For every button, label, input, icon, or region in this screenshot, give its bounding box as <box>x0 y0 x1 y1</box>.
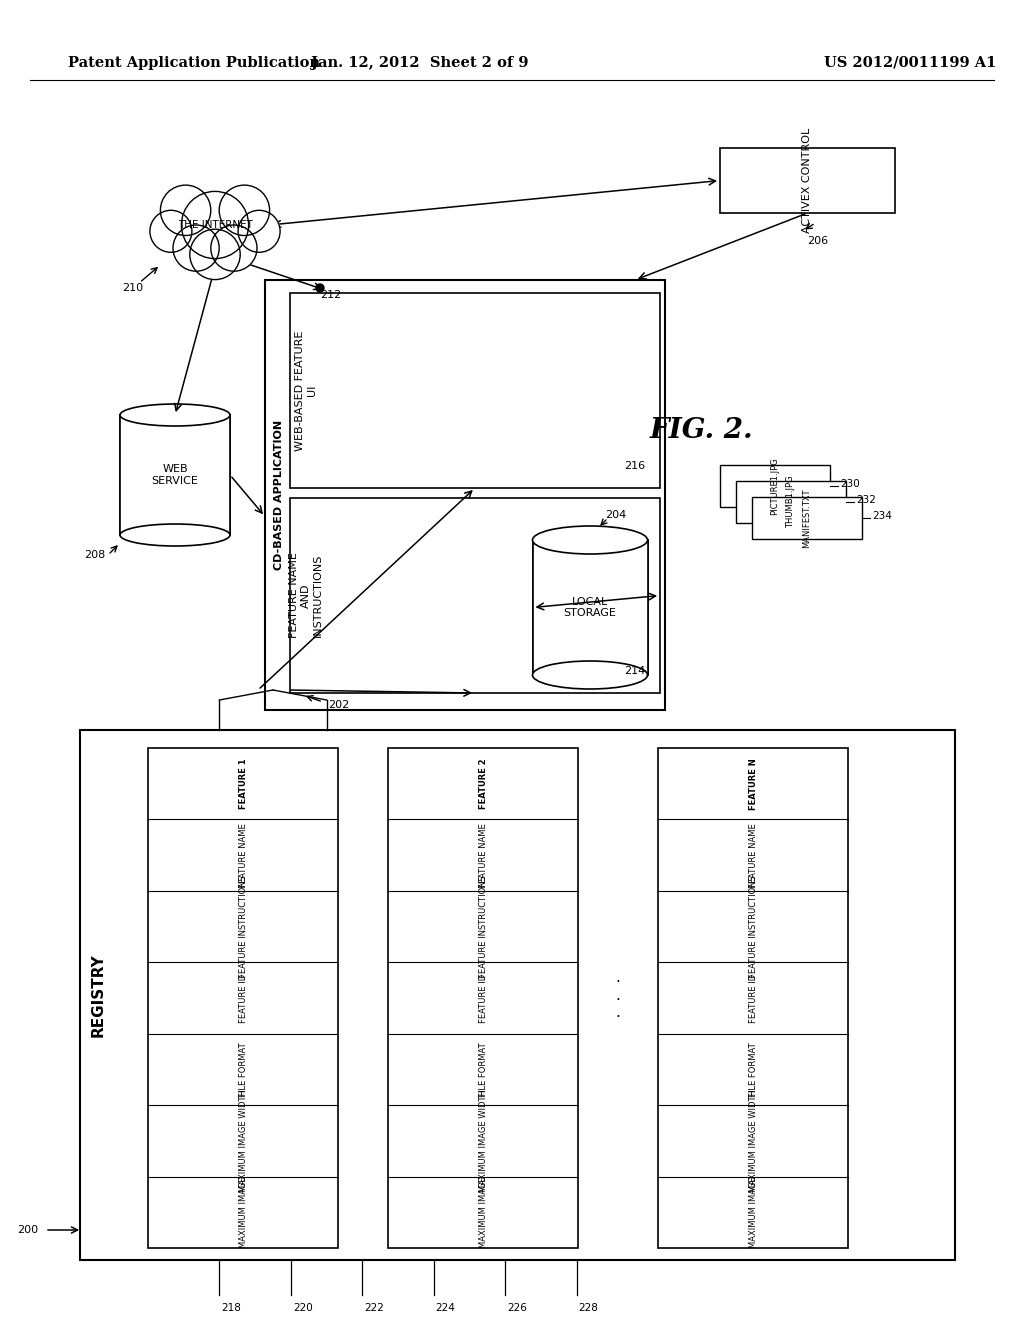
Text: FEATURE 2: FEATURE 2 <box>478 759 487 809</box>
Text: FEATURE NAME
AND
INSTRUCTIONS: FEATURE NAME AND INSTRUCTIONS <box>290 553 323 639</box>
Text: FEATURE ID: FEATURE ID <box>239 973 248 1023</box>
Text: FEATURE NAME: FEATURE NAME <box>749 822 758 887</box>
Bar <box>736 480 846 523</box>
Text: WEB
SERVICE: WEB SERVICE <box>152 465 199 486</box>
Text: FEATURE INSTRUCTIONS: FEATURE INSTRUCTIONS <box>749 875 758 978</box>
Bar <box>720 465 830 507</box>
Text: FILE FORMAT: FILE FORMAT <box>239 1041 248 1097</box>
Text: 210: 210 <box>123 282 143 293</box>
Text: MAXIMUM IMAGE: MAXIMUM IMAGE <box>239 1176 248 1249</box>
Circle shape <box>189 230 241 280</box>
Text: 224: 224 <box>436 1303 456 1313</box>
Ellipse shape <box>120 404 230 426</box>
Bar <box>290 293 660 488</box>
Circle shape <box>211 224 257 271</box>
Text: 206: 206 <box>807 236 828 246</box>
Bar <box>532 540 647 675</box>
Text: THUMB1.JPG: THUMB1.JPG <box>786 475 796 528</box>
Text: FEATURE INSTRUCTIONS: FEATURE INSTRUCTIONS <box>478 875 487 978</box>
Text: FEATURE 1: FEATURE 1 <box>239 759 248 809</box>
Text: 234: 234 <box>872 511 892 521</box>
Text: 202: 202 <box>328 700 349 710</box>
Text: FEATURE NAME: FEATURE NAME <box>239 822 248 887</box>
Bar <box>388 748 578 1247</box>
Text: 212: 212 <box>319 290 341 300</box>
Text: MAXIMUM IMAGE WIDTH: MAXIMUM IMAGE WIDTH <box>239 1089 248 1192</box>
Text: ACTIVEX CONTROL: ACTIVEX CONTROL <box>803 128 812 234</box>
Circle shape <box>175 185 255 265</box>
Circle shape <box>150 210 191 252</box>
Text: 232: 232 <box>856 495 876 506</box>
Circle shape <box>161 185 211 235</box>
Text: .
.
.: . . . <box>615 970 621 1020</box>
Ellipse shape <box>120 524 230 546</box>
Ellipse shape <box>532 525 647 554</box>
Circle shape <box>181 191 249 259</box>
Text: FIG. 2.: FIG. 2. <box>650 417 754 444</box>
Text: 230: 230 <box>840 479 860 488</box>
Text: 220: 220 <box>293 1303 312 1313</box>
Text: MANIFEST.TXT: MANIFEST.TXT <box>803 488 811 548</box>
Text: Patent Application Publication: Patent Application Publication <box>68 55 319 70</box>
Text: FEATURE ID: FEATURE ID <box>749 973 758 1023</box>
Circle shape <box>173 224 219 271</box>
Text: 218: 218 <box>221 1303 242 1313</box>
Text: FEATURE INSTRUCTIONS: FEATURE INSTRUCTIONS <box>239 875 248 978</box>
Circle shape <box>316 284 324 292</box>
Bar <box>120 414 230 535</box>
Text: 204: 204 <box>605 510 627 520</box>
Text: 216: 216 <box>625 461 645 471</box>
Text: 200: 200 <box>16 1225 38 1236</box>
Bar <box>720 148 895 213</box>
Text: MAXIMUM IMAGE: MAXIMUM IMAGE <box>749 1176 758 1249</box>
Text: 214: 214 <box>625 667 645 676</box>
Text: FILE FORMAT: FILE FORMAT <box>478 1041 487 1097</box>
Text: MAXIMUM IMAGE: MAXIMUM IMAGE <box>478 1176 487 1249</box>
Text: MAXIMUM IMAGE WIDTH: MAXIMUM IMAGE WIDTH <box>478 1089 487 1192</box>
Text: WEB-BASED FEATURE
UI: WEB-BASED FEATURE UI <box>295 330 316 450</box>
Text: MAXIMUM IMAGE WIDTH: MAXIMUM IMAGE WIDTH <box>749 1089 758 1192</box>
Text: FEATURE NAME: FEATURE NAME <box>478 822 487 887</box>
Circle shape <box>239 210 281 252</box>
Text: LOCAL
STORAGE: LOCAL STORAGE <box>563 597 616 618</box>
Text: Jan. 12, 2012  Sheet 2 of 9: Jan. 12, 2012 Sheet 2 of 9 <box>311 55 528 70</box>
Bar <box>658 748 848 1247</box>
Text: 222: 222 <box>365 1303 384 1313</box>
Bar <box>265 280 665 710</box>
Text: US 2012/0011199 A1: US 2012/0011199 A1 <box>824 55 996 70</box>
Text: 208: 208 <box>84 550 105 560</box>
Bar <box>148 748 338 1247</box>
Text: 228: 228 <box>579 1303 598 1313</box>
Bar <box>80 730 955 1261</box>
Text: THE INTERNET: THE INTERNET <box>177 220 253 230</box>
Text: FEATURE ID: FEATURE ID <box>478 973 487 1023</box>
Text: FILE FORMAT: FILE FORMAT <box>749 1041 758 1097</box>
Text: REGISTRY: REGISTRY <box>90 953 105 1038</box>
Text: 226: 226 <box>507 1303 527 1313</box>
Bar <box>752 498 862 539</box>
Text: FEATURE N: FEATURE N <box>749 758 758 809</box>
Text: CD-BASED APPLICATION: CD-BASED APPLICATION <box>274 420 284 570</box>
Bar <box>290 498 660 693</box>
Text: PICTURE1.JPG: PICTURE1.JPG <box>770 457 779 515</box>
Ellipse shape <box>532 661 647 689</box>
Circle shape <box>219 185 269 235</box>
